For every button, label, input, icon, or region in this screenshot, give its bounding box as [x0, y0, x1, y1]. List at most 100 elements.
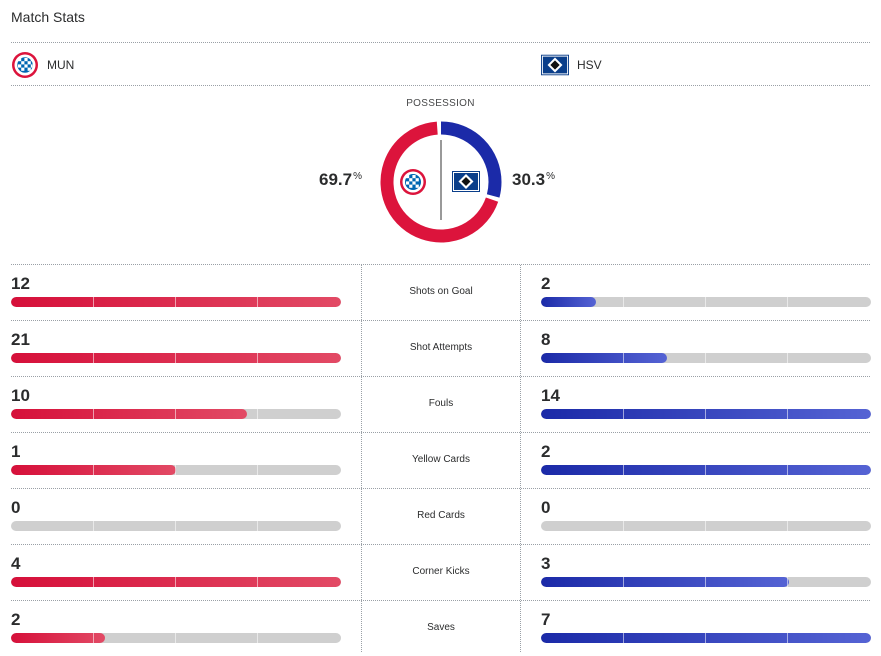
bar-segment-tick — [175, 353, 176, 363]
bar-segment-tick — [787, 465, 788, 475]
column-divider — [361, 265, 362, 652]
possession-label: POSSESSION — [406, 98, 475, 109]
bar-segment-tick — [257, 409, 258, 419]
page-title: Match Stats — [11, 9, 85, 25]
away-stat-value: 7 — [541, 610, 551, 629]
bar-segment-tick — [175, 409, 176, 419]
bar-segment-tick — [623, 633, 624, 643]
away-stat-value: 2 — [541, 274, 551, 293]
bar-segment-tick — [705, 409, 706, 419]
row-divider — [11, 376, 870, 377]
away-stat-bar — [541, 409, 871, 419]
stat-row: 4 Corner Kicks 3 — [0, 544, 881, 600]
row-divider — [11, 544, 870, 545]
away-stat-value: 14 — [541, 386, 560, 405]
home-team-abbr: MUN — [47, 58, 75, 72]
away-team: HSV — [541, 52, 602, 78]
away-stat-bar — [541, 465, 871, 475]
bar-segment-tick — [787, 577, 788, 587]
away-possession-arc — [380, 121, 502, 243]
away-stat-bar-fill — [541, 297, 597, 307]
stat-row: 10 Fouls 14 — [0, 376, 881, 432]
bar-segment-tick — [175, 297, 176, 307]
home-stat-bar — [11, 633, 341, 643]
column-divider — [520, 265, 521, 652]
bar-segment-tick — [623, 521, 624, 531]
stat-label: Fouls — [428, 398, 454, 409]
away-stat-value: 8 — [541, 330, 551, 349]
away-stat-bar-fill — [541, 409, 871, 419]
bar-segment-tick — [257, 353, 258, 363]
row-divider — [11, 264, 870, 265]
bar-segment-tick — [787, 353, 788, 363]
row-divider — [11, 432, 870, 433]
away-stat-bar-fill — [541, 353, 667, 363]
bar-segment-tick — [257, 633, 258, 643]
home-stat-bar-fill — [11, 297, 341, 307]
home-stat-bar-fill — [11, 633, 106, 643]
bar-segment-tick — [705, 577, 706, 587]
away-stat-value: 0 — [541, 498, 551, 517]
stat-row: 0 Red Cards 0 — [0, 488, 881, 544]
bar-segment-tick — [175, 633, 176, 643]
home-possession-value: 69.7% — [319, 170, 362, 189]
bar-segment-tick — [623, 577, 624, 587]
bar-segment-tick — [623, 297, 624, 307]
bar-segment-tick — [175, 465, 176, 475]
stat-label: Corner Kicks — [412, 566, 470, 577]
bar-segment-tick — [705, 521, 706, 531]
bar-segment-tick — [93, 465, 94, 475]
home-stat-value: 1 — [11, 442, 21, 461]
bar-segment-tick — [257, 521, 258, 531]
home-stat-bar — [11, 577, 341, 587]
bar-segment-tick — [93, 633, 94, 643]
bar-segment-tick — [623, 353, 624, 363]
stat-label: Shot Attempts — [409, 342, 473, 353]
bar-segment-tick — [93, 521, 94, 531]
home-stat-bar — [11, 297, 341, 307]
stat-row: 1 Yellow Cards 2 — [0, 432, 881, 488]
stat-row: 12 Shots on Goal 2 — [0, 264, 881, 320]
bar-segment-tick — [705, 633, 706, 643]
bar-segment-tick — [787, 633, 788, 643]
home-stat-bar — [11, 521, 341, 531]
away-stat-bar — [541, 353, 871, 363]
away-stat-bar-fill — [541, 633, 871, 643]
home-stat-bar-fill — [11, 353, 341, 363]
home-stat-bar — [11, 353, 341, 363]
stat-label: Shots on Goal — [409, 286, 473, 297]
bar-segment-tick — [705, 465, 706, 475]
bar-segment-tick — [93, 353, 94, 363]
stat-row: 2 Saves 7 — [0, 600, 881, 656]
away-stat-bar — [541, 577, 871, 587]
hsv-diamond-crest-icon — [452, 171, 480, 192]
bar-segment-tick — [787, 409, 788, 419]
stat-row: 21 Shot Attempts 8 — [0, 320, 881, 376]
away-possession-value: 30.3% — [512, 170, 555, 189]
away-stat-bar — [541, 521, 871, 531]
home-stat-value: 4 — [11, 554, 21, 573]
bar-segment-tick — [257, 465, 258, 475]
bar-segment-tick — [705, 353, 706, 363]
stat-label: Red Cards — [417, 510, 465, 521]
home-team: MUN — [11, 52, 74, 78]
bar-segment-tick — [257, 297, 258, 307]
away-stat-value: 2 — [541, 442, 551, 461]
divider — [11, 42, 870, 43]
away-stat-value: 3 — [541, 554, 551, 573]
home-stat-value: 0 — [11, 498, 21, 517]
away-stat-bar-fill — [541, 577, 789, 587]
bar-segment-tick — [93, 297, 94, 307]
bar-segment-tick — [257, 577, 258, 587]
bar-segment-tick — [623, 465, 624, 475]
bar-segment-tick — [787, 521, 788, 531]
bar-segment-tick — [93, 577, 94, 587]
stat-label: Saves — [427, 622, 455, 633]
away-stat-bar — [541, 633, 871, 643]
home-stat-value: 12 — [11, 274, 30, 293]
home-stat-bar — [11, 465, 341, 475]
row-divider — [11, 488, 870, 489]
row-divider — [11, 320, 870, 321]
row-divider — [11, 600, 870, 601]
home-stat-bar-fill — [11, 577, 341, 587]
